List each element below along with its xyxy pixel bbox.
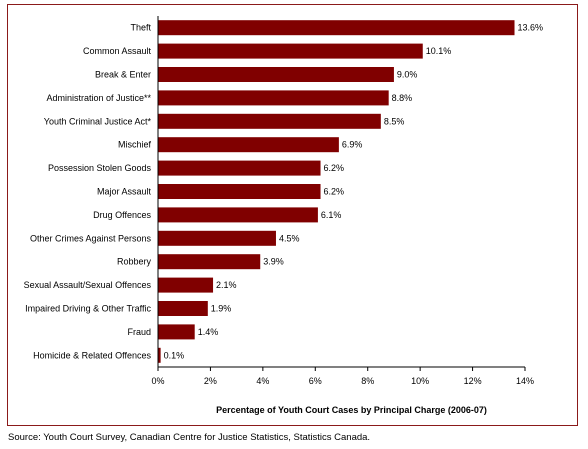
category-label: Theft (130, 23, 151, 33)
bar (158, 254, 261, 270)
category-label: Impaired Driving & Other Traffic (25, 304, 151, 314)
bar (158, 184, 321, 199)
value-label: 8.5% (384, 116, 405, 126)
value-label: 0.1% (164, 350, 185, 360)
value-label: 2.1% (216, 280, 237, 290)
x-tick-label: 14% (516, 376, 534, 386)
category-label: Other Crimes Against Persons (30, 233, 152, 243)
category-label: Drug Offences (93, 210, 151, 220)
value-label: 13.6% (518, 23, 544, 33)
category-label: Major Assault (97, 187, 152, 197)
bar-chart: Theft 13.6% Common Assault 10.1% Break & Ent… (24, 16, 544, 415)
bar (158, 20, 515, 36)
chart-frame (7, 4, 578, 426)
source-note: Source: Youth Court Survey, Canadian Cen… (8, 432, 371, 443)
value-label: 4.5% (279, 233, 300, 243)
bar (158, 230, 276, 246)
category-label: Break & Enter (95, 70, 151, 80)
x-tick-label: 4% (256, 376, 269, 386)
x-axis-title: Percentage of Youth Court Cases by Princ… (216, 405, 487, 415)
x-tick-label: 0% (151, 376, 164, 386)
x-tick-label: 2% (204, 376, 217, 386)
value-label: 3.9% (263, 257, 284, 267)
value-label: 6.1% (321, 210, 342, 220)
category-label: Administration of Justice** (46, 93, 151, 103)
bar (158, 347, 161, 363)
x-tick-label: 8% (361, 376, 374, 386)
bar (158, 160, 321, 176)
x-tick-label: 10% (411, 376, 429, 386)
bar (158, 113, 381, 129)
bar (158, 301, 208, 316)
bar (158, 207, 318, 223)
x-tick-label: 6% (309, 376, 322, 386)
category-label: Fraud (127, 327, 151, 337)
value-label: 1.4% (198, 327, 219, 337)
value-label: 10.1% (426, 46, 452, 56)
bar (158, 277, 214, 293)
bar (158, 43, 423, 59)
category-label: Sexual Assault/Sexual Offences (24, 280, 152, 290)
category-label: Mischief (118, 140, 152, 150)
value-label: 1.9% (211, 304, 232, 314)
value-label: 6.2% (324, 163, 345, 173)
bar (158, 90, 389, 106)
x-tick-label: 12% (464, 376, 482, 386)
bar (158, 137, 339, 153)
category-label: Youth Criminal Justice Act* (44, 116, 152, 126)
bar (158, 324, 195, 340)
category-label: Homicide & Related Offences (33, 350, 151, 360)
value-label: 9.0% (397, 70, 418, 80)
value-label: 6.2% (324, 187, 345, 197)
value-label: 8.8% (392, 93, 413, 103)
value-label: 6.9% (342, 140, 363, 150)
category-label: Common Assault (83, 46, 152, 56)
bar (158, 67, 394, 82)
category-label: Robbery (117, 257, 152, 267)
category-label: Possession Stolen Goods (48, 163, 152, 173)
